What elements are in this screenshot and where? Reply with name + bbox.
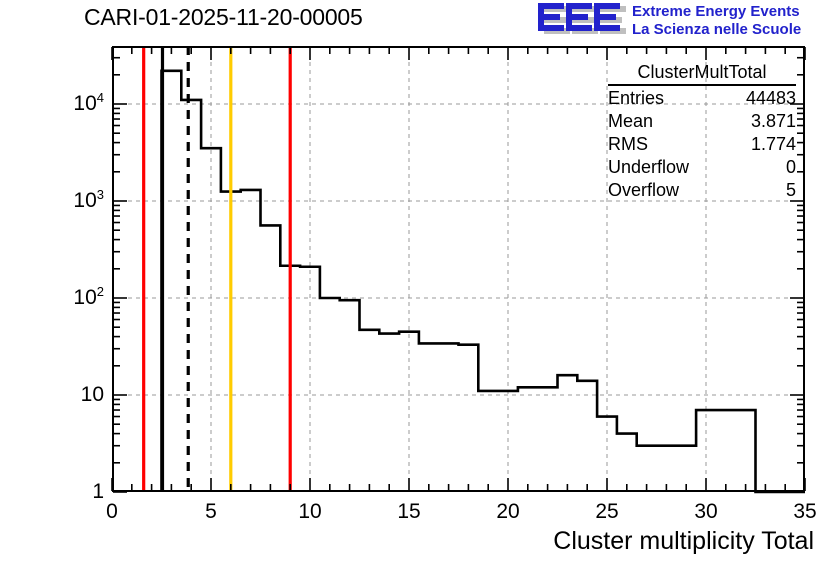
stats-row: RMS 1.774 [608, 133, 796, 156]
x-tick-label: 5 [205, 500, 217, 523]
y-tick-label: 104 [73, 90, 104, 115]
y-tick-label: 10 [80, 383, 104, 406]
x-tick-label: 35 [793, 500, 817, 523]
stats-value: 3.871 [750, 111, 796, 131]
stats-label: RMS [608, 134, 648, 154]
page-title: CARI-01-2025-11-20-00005 [84, 4, 363, 30]
stats-row: Mean 3.871 [608, 110, 796, 133]
eee-logo-icon [538, 3, 626, 34]
x-tick-label: 0 [106, 500, 118, 523]
x-axis-title: Cluster multiplicity Total [553, 527, 814, 555]
stats-value: 44483 [745, 88, 796, 108]
stats-value: 5 [785, 180, 796, 200]
stats-row: Overflow 5 [608, 179, 796, 202]
stats-label: Underflow [608, 157, 690, 177]
stats-row: Underflow 0 [608, 156, 796, 179]
stats-title: ClusterMultTotal [608, 62, 796, 86]
stats-label: Overflow [608, 180, 680, 200]
x-tick-label: 30 [694, 500, 718, 523]
statistics-box: ClusterMultTotal Entries 44483 Mean 3.871 RM… [608, 62, 796, 202]
y-tick-label: 103 [73, 187, 104, 212]
stats-value: 0 [785, 157, 796, 177]
y-tick-label: 102 [73, 284, 104, 309]
y-tick-label: 1 [92, 480, 104, 503]
stats-value: 1.774 [750, 134, 796, 154]
eee-logo-text: Extreme Energy Events La Scienza nelle S… [632, 3, 801, 39]
stats-label: Entries [608, 88, 665, 108]
stats-row: Entries 44483 [608, 87, 796, 110]
logo-line-2: La Scienza nelle Scuole [632, 21, 802, 38]
x-tick-label: 10 [298, 500, 322, 523]
stats-label: Mean [608, 111, 654, 131]
eee-logo: Extreme Energy Events La Scienza nelle S… [536, 2, 834, 44]
x-tick-label: 25 [595, 500, 619, 523]
x-tick-label: 20 [496, 500, 520, 523]
x-tick-label: 15 [397, 500, 421, 523]
logo-line-1: Extreme Energy Events [632, 3, 800, 20]
stats-rows: Entries 44483 Mean 3.871 RMS 1.774 Underflow 0 O… [608, 87, 796, 202]
